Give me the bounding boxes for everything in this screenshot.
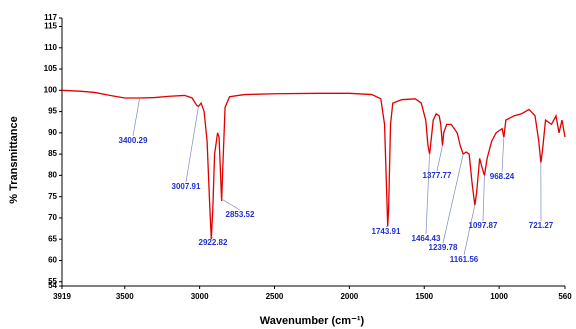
peak-label: 721.27 [529, 221, 554, 230]
leader-line [442, 154, 464, 244]
x-tick-label: 1000 [490, 292, 508, 301]
leader-line [210, 236, 214, 239]
x-tick-label: 1500 [415, 292, 433, 301]
x-tick-label: 560 [558, 292, 572, 301]
leader-line [132, 97, 141, 137]
y-tick-label: 65 [48, 234, 57, 243]
y-tick-label: 75 [48, 192, 57, 201]
peak-label: 3400.29 [119, 136, 148, 145]
peak-label: 2853.52 [226, 210, 255, 219]
peak-label: 1743.91 [372, 227, 401, 236]
leader-line [385, 225, 388, 228]
y-tick-label: 110 [44, 43, 57, 52]
y-tick-label: 95 [48, 107, 57, 116]
peak-label: 968.24 [490, 172, 515, 181]
y-tick-label: 100 [44, 85, 58, 94]
peak-label: 3007.91 [172, 182, 201, 191]
x-tick-label: 2500 [266, 292, 284, 301]
leader-line [425, 153, 430, 235]
y-tick-label: 80 [48, 171, 57, 180]
y-tick-label: 70 [48, 213, 57, 222]
leader-line [501, 136, 505, 173]
spectrum-line [61, 89, 566, 240]
y-tick-label: 105 [44, 64, 58, 73]
leader-line [463, 204, 476, 256]
x-tick-label: 3919 [53, 292, 71, 301]
leader-line [185, 106, 199, 183]
x-axis-label: Wavenumber (cm⁻¹) [260, 315, 365, 327]
peak-label: 1161.56 [450, 255, 479, 264]
peak-label: 2922.82 [199, 238, 228, 247]
y-tick-label: 54 [48, 281, 57, 290]
leader-line [482, 175, 485, 222]
x-tick-label: 2000 [340, 292, 358, 301]
y-tick-label: 60 [48, 256, 57, 265]
y-tick-label: 55 [48, 277, 57, 286]
peak-label: 1377.77 [423, 171, 452, 180]
peak-label: 1097.87 [469, 221, 498, 230]
leader-line [436, 145, 443, 172]
y-axis-label: % Transmittance [8, 116, 20, 203]
peak-label: 1464.43 [412, 234, 441, 243]
y-tick-label: 90 [48, 128, 57, 137]
x-tick-label: 3500 [116, 292, 134, 301]
y-tick-label: 85 [48, 149, 57, 158]
leader-line [221, 198, 241, 211]
y-tick-label: 117 [44, 13, 57, 22]
x-tick-label: 3000 [191, 292, 209, 301]
peak-label: 1239.78 [429, 243, 458, 252]
y-tick-label: 115 [44, 22, 57, 31]
